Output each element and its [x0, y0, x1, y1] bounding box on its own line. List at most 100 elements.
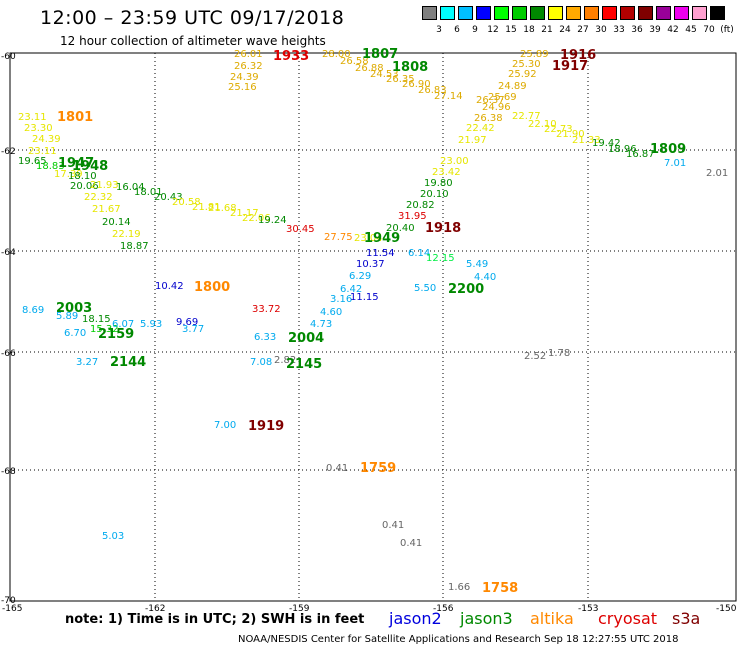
legend-tick-label: 36: [631, 25, 643, 35]
wave-height-value: 18.96: [608, 144, 637, 155]
pass-time-label: 1759: [360, 461, 397, 476]
wave-height-value: 4.60: [320, 307, 343, 318]
wave-height-value: 2.52: [524, 351, 547, 362]
wave-height-value: 28.00: [322, 49, 351, 60]
wave-height-value: 7.08: [250, 357, 273, 368]
legend-swatch: [494, 6, 509, 20]
wave-height-value: 20.82: [406, 200, 435, 211]
wave-height-value: 23.30: [24, 123, 53, 134]
wave-height-value: 19.80: [424, 178, 453, 189]
wave-height-value: 25.69: [488, 92, 517, 103]
longitude-tick-label: -162: [145, 604, 166, 614]
latitude-tick-label: -68: [1, 467, 16, 477]
wave-height-value: 26.90: [402, 79, 431, 90]
legend-swatch: [422, 6, 437, 20]
wave-height-value: 4.40: [474, 272, 497, 283]
pass-time-label: 1801: [57, 110, 94, 125]
wave-height-value: 25.30: [512, 59, 541, 70]
map-border: [9, 52, 737, 602]
wave-height-value: 20.43: [154, 192, 183, 203]
wave-height-value: 26.88: [355, 63, 384, 74]
legend-swatch: [602, 6, 617, 20]
wave-height-value: 26.58: [340, 56, 369, 67]
wave-height-value: 26.38: [474, 113, 503, 124]
satellite-legend-cryosat: cryosat: [598, 609, 658, 628]
wave-height-value: 21.67: [92, 204, 121, 215]
legend-tick-label: 12: [487, 25, 499, 35]
legend-tick-label: (ft): [720, 25, 734, 35]
wave-height-value: 22.42: [466, 123, 495, 134]
wave-height-value: 25.92: [508, 69, 537, 80]
wave-height-value: 17.39: [54, 169, 83, 180]
wave-height-value: 6.14: [408, 248, 431, 259]
legend-tick-label: 27: [577, 25, 589, 35]
pass-time-label: 2200: [448, 282, 485, 297]
legend-tick-label: 42: [667, 25, 679, 35]
wave-height-value: 18.83: [36, 161, 65, 172]
legend-swatch: [710, 6, 725, 20]
wave-height-value: 22.19: [112, 229, 141, 240]
wave-height-value: 24.89: [498, 81, 527, 92]
wave-height-value: 31.95: [398, 211, 427, 222]
legend-tick-label: 24: [559, 25, 571, 35]
wave-height-value: 10.42: [155, 281, 184, 292]
wave-height-value: 6.07: [112, 319, 135, 330]
wave-height-value: 33.72: [252, 304, 281, 315]
legend-tick-label: 39: [649, 25, 661, 35]
wave-height-value: 1.78: [548, 348, 571, 359]
pass-time-label: 1809: [650, 142, 687, 157]
latitude-tick-label: -70: [1, 596, 16, 606]
wave-height-value: 9.69: [176, 317, 199, 328]
longitude-tick-label: -156: [433, 604, 454, 614]
wave-height-value: 21.33: [572, 135, 601, 146]
wave-height-value: 19.65: [18, 156, 47, 167]
wave-height-value: 18.15: [82, 314, 111, 325]
latitude-tick-label: -64: [1, 248, 16, 258]
pass-time-label: 1800: [194, 280, 231, 295]
pass-time-label: 2159: [98, 327, 135, 342]
wave-height-value: 6.42: [340, 284, 363, 295]
wave-height-value: 21.93: [90, 180, 119, 191]
pass-time-label: 1933: [273, 49, 310, 64]
wave-height-value: 16.87: [626, 149, 655, 160]
wave-height-value: 24.39: [32, 134, 61, 145]
wave-height-value: 26.37: [476, 95, 505, 106]
pass-time-label: 1758: [482, 581, 519, 596]
wave-height-value: 12.15: [426, 253, 455, 264]
wave-height-value: 6.33: [254, 332, 277, 343]
wave-height-value: 20.40: [386, 223, 415, 234]
wave-height-value: 23.04: [354, 233, 383, 244]
wave-height-value: 19.24: [258, 215, 287, 226]
legend-tick-label: 6: [454, 25, 460, 35]
wave-height-value: 3.77: [182, 324, 205, 335]
wave-height-value: 6.70: [64, 328, 87, 339]
legend-swatch: [656, 6, 671, 20]
wave-height-value: 25.89: [520, 49, 549, 60]
wave-height-value: 5.89: [56, 311, 79, 322]
wave-height-value: 11.15: [350, 292, 379, 303]
wave-height-value: 23.11: [28, 146, 57, 157]
legend-swatch: [692, 6, 707, 20]
pass-time-label: 2003: [56, 301, 93, 316]
legend-swatch: [530, 6, 545, 20]
wave-height-value: 20.58: [172, 197, 201, 208]
wave-height-value: 5.03: [102, 531, 125, 542]
wave-height-value: 10.37: [356, 259, 385, 270]
wave-height-value: 3.27: [76, 357, 99, 368]
legend-tick-label: 45: [685, 25, 697, 35]
legend-tick-label: 3: [436, 25, 442, 35]
wave-height-value: 23.11: [18, 112, 47, 123]
wave-height-value: 24.96: [482, 102, 511, 113]
legend-tick-label: 18: [523, 25, 535, 35]
latitude-tick-label: -66: [1, 349, 16, 359]
wave-height-value: 5.49: [466, 259, 489, 270]
wave-height-value: 8.69: [22, 305, 45, 316]
legend-swatch: [620, 6, 635, 20]
satellite-legend-jason2: jason2: [389, 609, 442, 628]
wave-height-value: 20.10: [420, 189, 449, 200]
legend-tick-label: 33: [613, 25, 625, 35]
satellite-legend-s3a: s3a: [672, 609, 701, 628]
wave-height-value: 26.35: [386, 74, 415, 85]
wave-height-value: 7.00: [214, 420, 237, 431]
